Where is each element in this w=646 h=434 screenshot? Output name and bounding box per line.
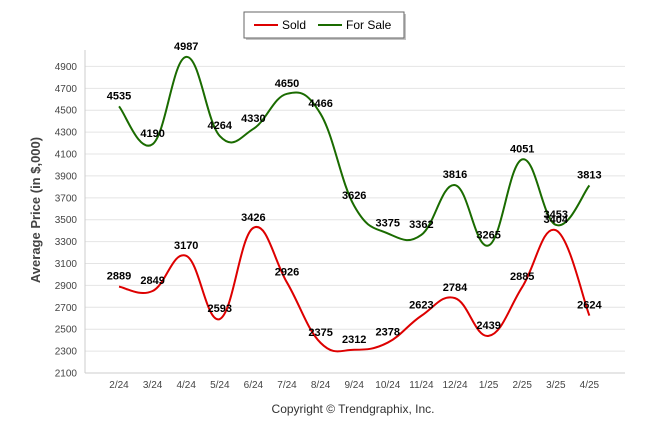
data-label: 4535	[107, 90, 131, 102]
data-label: 4330	[241, 113, 265, 125]
y-tick-label: 2700	[55, 303, 78, 314]
data-label: 2312	[342, 334, 366, 346]
series-line-sold	[118, 225, 591, 353]
data-label: 2624	[577, 300, 602, 312]
series-group	[118, 55, 591, 353]
x-tick-label: 2/25	[512, 380, 532, 391]
y-tick-label: 3500	[55, 215, 78, 226]
x-tick-label: 11/24	[409, 380, 434, 391]
data-label: 2375	[308, 327, 332, 339]
data-label: 3816	[443, 169, 467, 181]
data-label: 4190	[140, 128, 164, 140]
y-tick-label: 4300	[55, 128, 78, 139]
y-tick-label: 3700	[55, 193, 78, 204]
data-label: 3426	[241, 212, 265, 224]
data-label: 3626	[342, 190, 366, 202]
x-tick-label: 9/24	[344, 380, 364, 391]
y-tick-label: 2900	[55, 281, 78, 292]
data-label: 4650	[275, 78, 299, 90]
data-label: 4264	[208, 120, 233, 132]
legend-label-sold: Sold	[282, 18, 306, 32]
x-tick-label: 4/24	[176, 380, 196, 391]
y-tick-label: 4100	[55, 150, 78, 161]
x-tick-label: 12/24	[442, 380, 467, 391]
grid-lines	[85, 65, 625, 374]
y-tick-label: 4500	[55, 106, 78, 117]
y-axis: 2100 2300 2500 2700 2900 3100 3300 3500 3700 3900…	[55, 50, 86, 380]
copyright-text: Copyright © Trendgraphix, Inc.	[272, 402, 435, 416]
data-label: 3404	[544, 214, 569, 226]
data-label: 2378	[376, 327, 400, 339]
x-tick-label: 5/24	[210, 380, 230, 391]
x-tick-label: 4/25	[580, 380, 600, 391]
data-label: 2889	[107, 271, 131, 283]
data-label: 3265	[476, 229, 500, 241]
data-labels: 2889 2849 3170 2593 3426 2926 2375 2312 2378 2623…	[107, 41, 603, 346]
y-tick-label: 2100	[55, 369, 78, 380]
x-tick-label: 6/24	[244, 380, 264, 391]
y-tick-label: 4900	[55, 62, 78, 73]
x-tick-label: 2/24	[109, 380, 129, 391]
y-tick-label: 3900	[55, 171, 78, 182]
y-tick-label: 2500	[55, 325, 78, 336]
data-label: 4051	[510, 143, 534, 155]
data-label: 3813	[577, 169, 601, 181]
data-label: 2784	[443, 282, 468, 294]
y-tick-label: 4700	[55, 84, 78, 95]
y-tick-label: 3100	[55, 259, 78, 270]
data-label: 2593	[208, 303, 232, 315]
legend: Sold For Sale	[243, 11, 406, 40]
x-tick-label: 10/24	[375, 380, 400, 391]
x-tick-label: 8/24	[311, 380, 331, 391]
data-label: 2849	[140, 275, 164, 287]
data-label: 3453	[544, 209, 568, 221]
data-label: 2926	[275, 267, 299, 279]
data-label: 4466	[308, 98, 332, 110]
x-tick-label: 7/24	[277, 380, 297, 391]
y-tick-label: 3300	[55, 237, 78, 248]
series-line-for-sale	[118, 55, 591, 247]
x-tick-label: 1/25	[479, 380, 499, 391]
data-label: 3375	[376, 217, 400, 229]
data-label: 4987	[174, 41, 198, 53]
y-axis-title: Average Price (in $,000)	[28, 137, 43, 283]
data-label: 3362	[409, 219, 433, 231]
data-label: 3170	[174, 240, 198, 252]
x-axis: 2/24 3/24 4/24 5/24 6/24 7/24 8/24 9/24 10/24 11/…	[85, 372, 625, 391]
y-tick-label: 2300	[55, 347, 78, 358]
data-label: 2885	[510, 271, 534, 283]
data-label: 2623	[409, 300, 433, 312]
legend-label-for-sale: For Sale	[346, 18, 392, 32]
data-label: 2439	[476, 320, 500, 332]
x-tick-label: 3/24	[143, 380, 163, 391]
x-tick-label: 3/25	[546, 380, 566, 391]
